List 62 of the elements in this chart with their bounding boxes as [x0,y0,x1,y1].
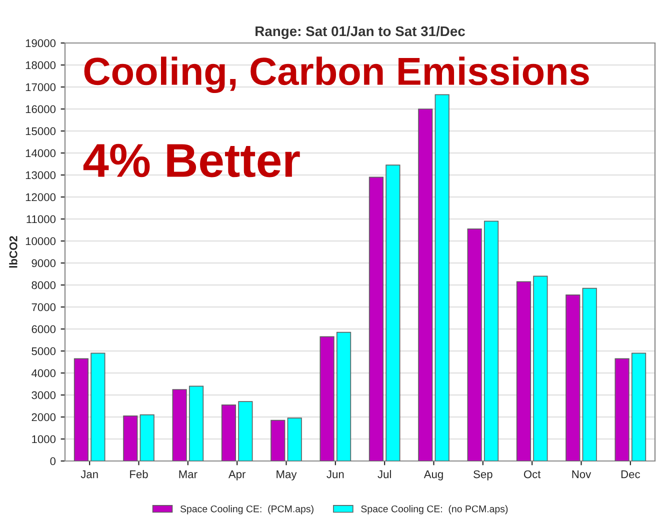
y-tick-label: 3000 [32,391,56,400]
bar [386,164,400,461]
y-tick-label: 1000 [32,435,56,444]
x-tick-label: Aug [424,470,443,480]
bar [188,386,204,461]
bar [140,414,154,461]
bar [566,294,580,461]
legend-label: Space Cooling CE: (PCM.aps) [180,505,314,514]
y-tick-label: 18000 [26,61,56,70]
y-tick-label: 12000 [26,193,56,202]
bar [484,220,499,461]
x-tick-label: Oct [524,470,541,478]
y-tick-label: 19000 [26,39,56,48]
y-tick-label: 8000 [32,281,56,290]
bar [434,94,450,461]
y-tick-label: 11000 [26,215,56,224]
bar [320,336,334,461]
x-tick-label: Nov [572,470,592,478]
y-tick-label: 17000 [26,83,56,92]
y-tick-label: 16000 [26,105,56,114]
y-tick-label: 4000 [32,369,56,378]
y-tick-label: 14000 [26,149,56,158]
x-tick-label: Jul [378,470,391,478]
bar [221,404,236,461]
bar [172,389,187,461]
x-tick-label: Sep [474,470,492,480]
legend-label: Space Cooling CE: (no PCM.aps) [361,505,508,514]
x-tick-label: Dec [621,470,640,478]
bar [516,281,532,461]
bar [418,108,433,461]
bar [533,276,548,461]
x-tick-label: Jun [326,470,344,478]
y-tick-label: 7000 [32,303,56,312]
bar [582,288,597,461]
y-tick-label: 5000 [32,347,56,356]
chart-title: Range: Sat 01/Jan to Sat 31/Dec [256,26,465,39]
y-tick-label: 0 [50,457,56,466]
x-tick-label: Mar [179,470,198,478]
y-tick-label: 10000 [26,237,56,246]
bar [287,418,302,461]
bar [90,352,106,461]
y-tick-label: 2000 [32,413,56,422]
y-tick-label: 6000 [32,325,56,334]
x-tick-label: Feb [130,470,148,478]
annotation: 4% Better [83,144,300,178]
bar [614,358,630,461]
y-axis-title: lbCO2 [9,236,18,268]
x-tick-label: Jan [80,470,98,478]
bar [238,401,253,461]
y-tick-label: 13000 [26,171,56,180]
y-tick-label: 9000 [32,259,56,268]
bar [467,228,482,461]
bar [631,352,646,461]
bar [270,420,286,461]
x-tick-label: May [276,470,297,480]
annotation: Cooling, Carbon Emissions [84,56,589,94]
x-tick-label: Apr [228,470,246,480]
bar [74,358,89,461]
y-tick-label: 15000 [26,127,56,136]
bar [368,176,384,461]
bar [336,332,352,461]
bar [123,415,138,461]
